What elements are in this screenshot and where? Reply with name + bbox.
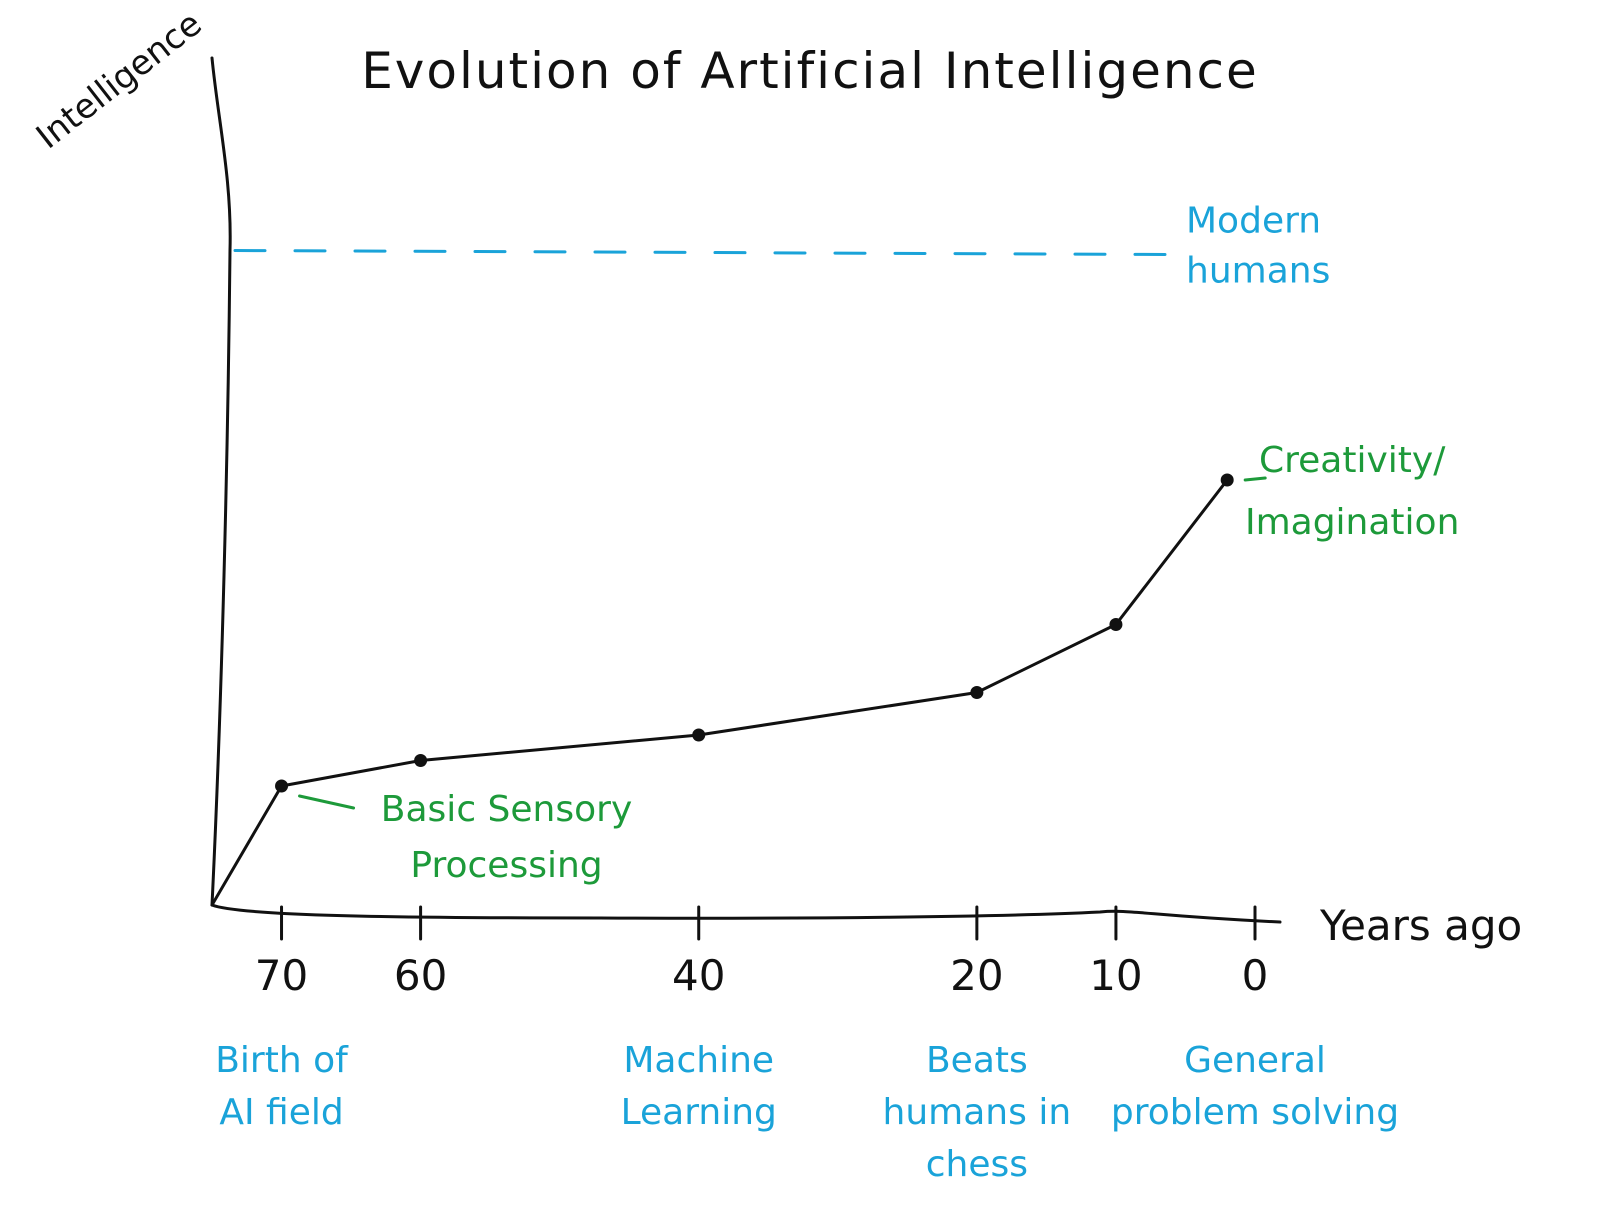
milestone-label-line: Birth of: [215, 1040, 349, 1081]
y-axis-line: [210, 56, 232, 907]
reference-line-group: Modern humans: [233, 201, 1330, 292]
x-tick-label: 70: [255, 951, 308, 1000]
milestone-label-line: General: [1184, 1040, 1326, 1081]
data-point: [275, 779, 289, 793]
milestone-label: Machine Learning: [621, 1040, 777, 1133]
chart-title: Evolution of Artificial Intelligence: [361, 42, 1259, 100]
data-point: [1109, 618, 1123, 631]
x-tick-label: 0: [1242, 951, 1269, 1000]
reference-line-label: Modern humans: [1186, 201, 1330, 292]
milestone-label: Beats humans in chess: [883, 1040, 1072, 1185]
annotation-label: Basic Sensory Processing: [381, 789, 632, 886]
annotation-label-line: Basic Sensory: [381, 789, 632, 830]
series-line: [210, 478, 1229, 907]
x-tick-label: 60: [394, 951, 447, 1000]
milestone-label-line: Learning: [621, 1092, 777, 1133]
milestone-label-line: AI field: [219, 1092, 343, 1133]
data-point: [414, 754, 428, 767]
annotation-leader: [1243, 476, 1267, 482]
annotation-label: Creativity/Imagination: [1245, 440, 1459, 543]
milestone-label-line: Machine: [623, 1040, 774, 1081]
reference-line: [233, 249, 1170, 256]
x-ticks-group: 70 60 40 20 10 0: [255, 905, 1269, 1000]
milestone-label: Birth of AI field: [215, 1040, 349, 1133]
data-point: [692, 728, 706, 742]
milestones-group: Birth of AI field Machine Learning Beats huma…: [215, 1040, 1399, 1185]
reference-line-label-line: humans: [1186, 251, 1330, 292]
x-tick-label: 20: [950, 951, 1003, 1000]
annotation-label-line: Imagination: [1245, 502, 1459, 543]
reference-line-label-line: Modern: [1186, 201, 1321, 242]
data-point: [1220, 473, 1234, 487]
annotation-label-line: Processing: [410, 845, 602, 886]
data-point: [970, 686, 984, 699]
series-group: [210, 473, 1234, 907]
milestone-label: General problem solving: [1111, 1040, 1399, 1133]
annotation-label-line: Creativity/: [1259, 440, 1446, 481]
x-axis-title: Years ago: [1319, 901, 1522, 950]
x-axis-line: [210, 903, 1282, 924]
y-axis-title: Intelligence: [29, 4, 210, 157]
milestone-label-line: problem solving: [1111, 1092, 1399, 1133]
milestone-label-line: humans in: [883, 1092, 1072, 1133]
milestone-label-line: chess: [926, 1144, 1028, 1185]
annotations-group: Basic Sensory Processing Creativity/Imagin…: [298, 440, 1459, 886]
x-tick-label: 40: [672, 951, 725, 1000]
milestone-label-line: Beats: [926, 1040, 1028, 1081]
x-tick-label: 10: [1089, 951, 1142, 1000]
annotation-leader: [298, 794, 356, 810]
